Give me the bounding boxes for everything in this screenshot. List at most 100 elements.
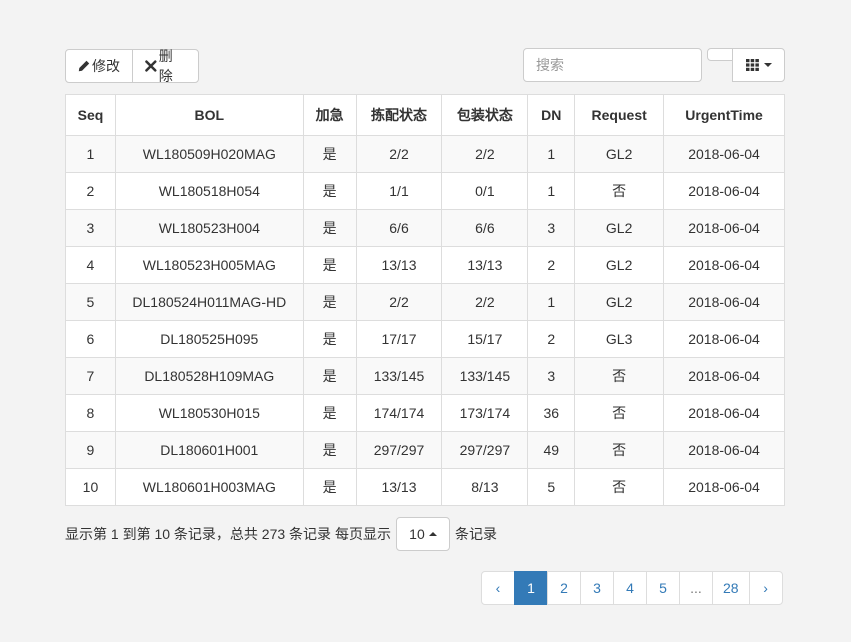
cell-bol: WL180523H004 [114,209,304,247]
cell-bol: DL180601H001 [114,431,304,469]
table-row[interactable]: 2 WL180518H054 是 1/1 0/1 1 否 2018-06-04 [65,172,785,210]
cell-bol: WL180509H020MAG [114,135,304,173]
column-header-packing-status[interactable]: 包装状态 [441,94,529,136]
cell-request: 否 [574,431,665,469]
column-header-bol[interactable]: BOL [114,94,304,136]
cell-dn: 36 [527,394,576,432]
cell-packing-status: 15/17 [441,320,529,358]
page-1-button[interactable]: 1 [514,571,548,605]
page-28-button[interactable]: 28 [712,571,750,605]
cell-urgent-time: 2018-06-04 [663,394,785,432]
cell-request: GL2 [574,135,665,173]
column-header-dn[interactable]: DN [527,94,576,136]
column-header-request[interactable]: Request [574,94,665,136]
cell-request: GL2 [574,246,665,284]
cell-bol: WL180523H005MAG [114,246,304,284]
grid-icon [745,59,759,71]
cell-bol: DL180524H011MAG-HD [114,283,304,321]
pagination-suffix: 条记录 [454,526,497,542]
prev-page-button[interactable]: ‹ [481,571,515,605]
page-number: 5 [659,580,667,596]
table-row[interactable]: 3 WL180523H004 是 6/6 6/6 3 GL2 2018-06-04 [65,209,785,247]
cell-urgent-time: 2018-06-04 [663,172,785,210]
cell-picking-status: 13/13 [355,468,443,506]
table-row[interactable]: 5 DL180524H011MAG-HD 是 2/2 2/2 1 GL2 2018-06-04 [65,283,785,321]
pagination-summary: 显示第 1 到第 10 条记录，总共 273 条记录 每页显示 [65,526,391,542]
cell-urgent: 是 [302,468,357,506]
chevron-right-icon: › [763,580,768,596]
cell-picking-status: 6/6 [355,209,443,247]
data-table: Seq BOL 加急 拣配状态 包装状态 DN Request UrgentTi… [65,94,785,506]
columns-dropdown-button[interactable] [732,48,785,82]
cell-dn: 1 [527,135,576,173]
cell-picking-status: 133/145 [355,357,443,395]
caret-up-icon [428,532,437,536]
table-row[interactable]: 8 WL180530H015 是 174/174 173/174 36 否 2018-06-0… [65,394,785,432]
page-size-dropdown[interactable]: 10 [395,517,450,551]
cell-seq: 4 [65,246,116,284]
page-3-button[interactable]: 3 [580,571,614,605]
cell-urgent: 是 [302,172,357,210]
cell-urgent: 是 [302,394,357,432]
cell-dn: 49 [527,431,576,469]
cell-seq: 6 [65,320,116,358]
cell-request: GL2 [574,209,665,247]
cell-picking-status: 13/13 [355,246,443,284]
cell-dn: 2 [527,320,576,358]
edit-button[interactable]: 修改 [65,49,133,83]
cell-urgent: 是 [302,209,357,247]
chevron-left-icon: ‹ [495,580,501,596]
column-header-picking-status[interactable]: 拣配状态 [355,94,443,136]
page-4-button[interactable]: 4 [613,571,647,605]
pencil-icon [78,60,90,72]
cell-seq: 5 [65,283,116,321]
cell-seq: 1 [65,135,116,173]
column-header-seq[interactable]: Seq [65,94,116,136]
cell-request: GL3 [574,320,665,358]
cell-picking-status: 1/1 [355,172,443,210]
cell-bol: DL180525H095 [114,320,304,358]
cell-urgent: 是 [302,283,357,321]
table-row[interactable]: 1 WL180509H020MAG 是 2/2 2/2 1 GL2 2018-06-04 [65,135,785,173]
cell-seq: 7 [65,357,116,395]
cell-packing-status: 8/13 [441,468,529,506]
search-input[interactable] [523,48,702,82]
cell-bol: WL180530H015 [114,394,304,432]
cell-request: GL2 [574,283,665,321]
toolbar-small-button[interactable] [707,48,733,61]
cell-picking-status: 2/2 [355,135,443,173]
column-header-urgent[interactable]: 加急 [302,94,357,136]
table-row[interactable]: 9 DL180601H001 是 297/297 297/297 49 否 2018-06-0… [65,431,785,469]
cell-packing-status: 297/297 [441,431,529,469]
cell-urgent-time: 2018-06-04 [663,283,785,321]
column-header-urgent-time[interactable]: UrgentTime [663,94,785,136]
page-5-button[interactable]: 5 [646,571,680,605]
delete-button-label: 删除 [158,48,173,84]
cell-urgent-time: 2018-06-04 [663,357,785,395]
page-number: 1 [527,580,535,596]
pagination: ‹ 1 2 3 4 5 ... 28 › [481,571,783,605]
cell-seq: 8 [65,394,116,432]
delete-button[interactable]: 删除 [132,48,199,84]
table-row[interactable]: 4 WL180523H005MAG 是 13/13 13/13 2 GL2 2018-06-0… [65,246,785,284]
cell-bol: DL180528H109MAG [114,357,304,395]
pagination-info: 显示第 1 到第 10 条记录，总共 273 条记录 每页显示 10 条记录 [65,517,497,551]
action-toolbar: 修改 删除 [65,48,199,84]
cell-dn: 1 [527,172,576,210]
cell-seq: 10 [65,468,116,506]
close-icon [145,60,157,72]
table-row[interactable]: 7 DL180528H109MAG 是 133/145 133/145 3 否 2018-06… [65,357,785,395]
cell-urgent: 是 [302,135,357,173]
table-row[interactable]: 10 WL180601H003MAG 是 13/13 8/13 5 否 2018-06-04 [65,468,785,506]
ellipsis-text: ... [690,580,702,596]
edit-button-label: 修改 [92,58,120,74]
next-page-button[interactable]: › [748,571,783,605]
table-row[interactable]: 6 DL180525H095 是 17/17 15/17 2 GL3 2018-06-04 [65,320,785,358]
page-number: 4 [626,580,634,596]
page-2-button[interactable]: 2 [547,571,581,605]
cell-dn: 3 [527,209,576,247]
cell-urgent: 是 [302,431,357,469]
cell-dn: 2 [527,246,576,284]
cell-bol: WL180518H054 [114,172,304,210]
cell-packing-status: 6/6 [441,209,529,247]
